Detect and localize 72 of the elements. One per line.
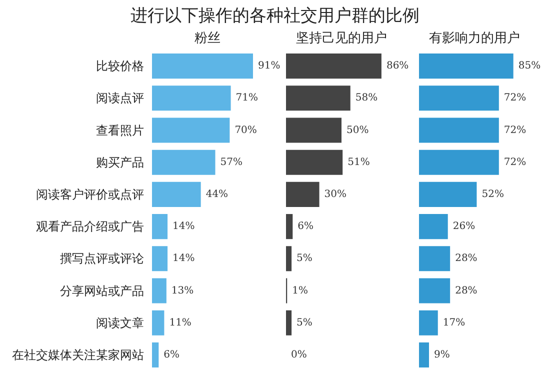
data-label: 0% <box>291 349 307 360</box>
bar <box>152 182 201 207</box>
data-label: 26% <box>452 221 476 232</box>
bar <box>419 150 499 175</box>
bar <box>152 86 231 111</box>
bar <box>419 214 448 240</box>
data-label: 52% <box>482 188 504 200</box>
data-label: 70% <box>234 124 257 136</box>
bar <box>419 118 499 143</box>
chart-subtitle: 粉丝 <box>194 31 220 46</box>
y-tick-label: 分享网站或产品 <box>60 284 144 298</box>
bar <box>286 150 343 175</box>
data-label: 50% <box>346 124 369 136</box>
data-label: 44% <box>206 188 228 200</box>
data-label: 14% <box>172 253 195 264</box>
bar <box>419 342 429 368</box>
bar <box>419 278 450 304</box>
data-label: 6% <box>298 221 314 232</box>
bar <box>152 214 168 240</box>
data-label: 5% <box>296 253 312 264</box>
y-tick-label: 撰写点评或评论 <box>60 252 144 266</box>
bar <box>152 54 253 79</box>
data-label: 6% <box>164 349 180 360</box>
bar <box>152 150 216 175</box>
y-tick-label: 观看产品介绍或广告 <box>36 220 144 234</box>
data-label: 72% <box>504 92 526 104</box>
bar <box>152 118 230 143</box>
bar <box>152 342 159 368</box>
chart-subtitle: 坚持己见的用户 <box>296 31 387 46</box>
bar <box>419 86 499 111</box>
data-label: 14% <box>172 221 195 232</box>
y-tick-label: 比较价格 <box>96 59 144 74</box>
data-label: 11% <box>169 317 192 328</box>
y-tick-label: 在社交媒体关注某家网站 <box>12 348 144 362</box>
data-label: 58% <box>355 92 378 104</box>
bar <box>419 182 477 207</box>
data-label: 85% <box>518 60 541 72</box>
data-label: 28% <box>455 285 478 296</box>
data-label: 17% <box>442 317 466 328</box>
bar <box>419 54 514 79</box>
data-label: 57% <box>220 156 242 168</box>
data-label: 71% <box>236 92 258 104</box>
bar <box>152 246 168 272</box>
bar <box>286 118 342 143</box>
data-label: 28% <box>455 253 478 264</box>
y-tick-label: 阅读文章 <box>96 316 144 330</box>
data-label: 5% <box>296 317 312 328</box>
data-label: 72% <box>504 124 526 136</box>
data-label: 13% <box>171 285 194 296</box>
data-label: 51% <box>348 156 370 168</box>
data-label: 91% <box>258 60 280 72</box>
data-label: 30% <box>324 188 347 200</box>
bar <box>286 214 293 240</box>
bar <box>286 54 382 79</box>
data-label: 86% <box>386 60 409 72</box>
bar <box>286 310 292 336</box>
bar <box>286 246 292 272</box>
bar <box>419 246 450 272</box>
bar <box>152 278 166 304</box>
data-label: 1% <box>292 285 308 296</box>
bar <box>152 310 164 336</box>
y-tick-label: 购买产品 <box>96 155 144 170</box>
chart-subtitle: 有影响力的用户 <box>429 31 520 46</box>
bar <box>286 182 320 207</box>
y-tick-label: 阅读点评 <box>96 91 144 106</box>
bar <box>286 86 350 111</box>
data-label: 72% <box>504 156 526 168</box>
data-label: 9% <box>434 349 450 360</box>
y-tick-label: 查看照片 <box>96 123 144 138</box>
y-tick-label: 阅读客户评价或点评 <box>36 187 144 202</box>
bar <box>419 310 438 336</box>
chart-title: 进行以下操作的各种社交用户群的比例 <box>130 5 420 27</box>
